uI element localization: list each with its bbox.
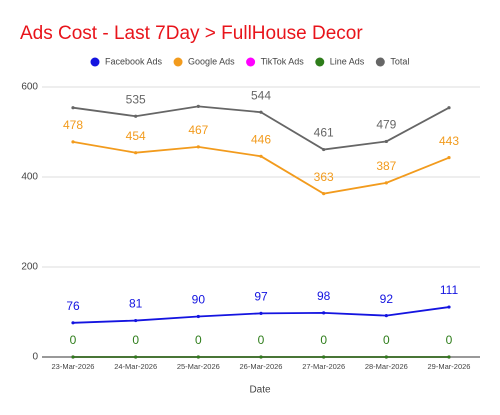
point xyxy=(259,355,263,359)
x-tick-label: 27-Mar-2026 xyxy=(302,362,345,371)
point xyxy=(71,140,75,144)
point xyxy=(384,139,388,144)
point xyxy=(134,151,138,155)
data-label: 0 xyxy=(258,333,265,347)
point xyxy=(322,311,326,315)
point xyxy=(447,106,451,110)
legend-label: Facebook Ads xyxy=(105,56,163,66)
x-tick-label: 26-Mar-2026 xyxy=(240,362,283,371)
data-label: 446 xyxy=(251,132,271,146)
point xyxy=(259,311,263,315)
data-label: 443 xyxy=(439,134,459,148)
point xyxy=(447,156,451,160)
point xyxy=(322,355,326,359)
point xyxy=(196,355,200,359)
data-label: 0 xyxy=(320,333,327,347)
point xyxy=(447,305,451,309)
x-tick-label: 29-Mar-2026 xyxy=(428,362,471,371)
data-label: 0 xyxy=(383,333,390,347)
legend-marker xyxy=(90,57,100,67)
point xyxy=(196,314,200,319)
legend-label: Line Ads xyxy=(330,56,365,66)
legend-marker xyxy=(246,57,256,67)
x-axis-title: Date xyxy=(249,385,271,396)
data-label: 0 xyxy=(195,333,202,347)
data-label: 467 xyxy=(188,123,208,137)
legend-marker xyxy=(375,57,385,67)
y-tick-label: 200 xyxy=(21,262,38,273)
data-label: 0 xyxy=(70,333,77,347)
point xyxy=(134,114,138,118)
data-label: 535 xyxy=(126,92,146,106)
data-label: 478 xyxy=(63,118,83,132)
legend-marker xyxy=(315,57,325,67)
data-label: 81 xyxy=(129,297,143,311)
data-label: 90 xyxy=(192,293,206,307)
point xyxy=(71,355,75,359)
data-label: 0 xyxy=(132,333,139,347)
legend-marker xyxy=(173,57,183,67)
x-tick-label: 25-Mar-2026 xyxy=(177,362,220,371)
x-tick-label: 24-Mar-2026 xyxy=(114,362,157,371)
point xyxy=(384,314,388,318)
point xyxy=(71,321,75,325)
y-tick-label: 400 xyxy=(21,172,38,183)
point xyxy=(447,355,451,359)
data-label: 111 xyxy=(440,283,459,297)
y-tick-label: 600 xyxy=(21,82,38,93)
data-label: 461 xyxy=(314,126,334,140)
point xyxy=(134,318,138,323)
y-tick-label: 0 xyxy=(32,352,38,363)
data-label: 76 xyxy=(66,299,80,313)
point xyxy=(322,192,326,196)
data-label: 387 xyxy=(376,159,396,173)
legend-label: Total xyxy=(390,56,409,66)
legend-label: TikTok Ads xyxy=(261,56,305,66)
x-tick-label: 28-Mar-2026 xyxy=(365,362,408,371)
point xyxy=(71,106,75,110)
legend-label: Google Ads xyxy=(188,56,235,66)
data-label: 92 xyxy=(380,292,394,306)
chart-title: Ads Cost - Last 7Day > FullHouse Decor xyxy=(20,23,363,44)
data-label: 544 xyxy=(251,88,271,102)
point xyxy=(196,145,200,149)
data-label: 363 xyxy=(314,170,334,184)
data-label: 454 xyxy=(126,129,146,143)
point xyxy=(259,154,263,158)
data-label: 97 xyxy=(254,290,268,304)
point xyxy=(384,181,388,185)
point xyxy=(196,104,200,108)
data-label: 0 xyxy=(446,333,453,347)
data-label: 479 xyxy=(376,118,396,132)
data-label: 98 xyxy=(317,289,331,303)
point xyxy=(259,110,263,114)
x-tick-label: 23-Mar-2026 xyxy=(52,362,95,371)
point xyxy=(322,147,326,152)
point xyxy=(384,355,388,359)
point xyxy=(134,355,138,359)
